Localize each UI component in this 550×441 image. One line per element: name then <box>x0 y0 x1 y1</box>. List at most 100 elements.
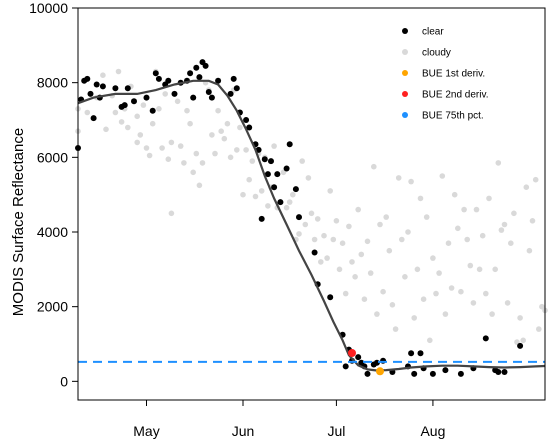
cloudy-point <box>103 126 109 133</box>
clear-point <box>268 158 274 165</box>
legend-label: BUE 1st deriv. <box>422 69 485 80</box>
cloudy-point <box>461 206 467 213</box>
cloudy-point <box>430 255 436 261</box>
legend-swatch <box>402 70 408 76</box>
x-tick-label: May <box>133 423 159 439</box>
legend: clear cloudy BUE 1st deriv. BUE 2nd deriv. B… <box>402 27 489 122</box>
cloudy-point <box>408 178 414 185</box>
clear-point <box>277 199 284 206</box>
cloudy-point <box>308 210 315 217</box>
x-tick-label: Jun <box>232 423 255 439</box>
cloudy-point <box>234 147 240 153</box>
cloudy-point <box>336 266 343 273</box>
y-axis-title: MODIS Surface Reflectance <box>10 128 27 316</box>
cloudy-point <box>134 113 140 120</box>
cloudy-points <box>75 68 548 345</box>
cloudy-point <box>536 326 542 332</box>
cloudy-point <box>414 266 421 273</box>
cloudy-point <box>156 106 162 112</box>
cloudy-point <box>476 266 483 273</box>
cloudy-point <box>299 158 306 164</box>
cloudy-point <box>417 195 424 202</box>
legend-label: cloudy <box>422 48 451 59</box>
cloudy-point <box>501 221 508 228</box>
cloudy-point <box>526 247 533 254</box>
cloudy-point <box>395 175 402 181</box>
clear-point <box>233 85 240 92</box>
cloudy-point <box>305 175 312 181</box>
x-tick-label: Jul <box>327 423 345 439</box>
plot-frame <box>77 7 546 401</box>
clear-point <box>429 370 436 377</box>
cloudy-point <box>212 150 218 157</box>
y-tick-label: 10000 <box>29 0 68 16</box>
clear-point <box>196 74 203 81</box>
cloudy-point <box>215 107 221 114</box>
clear-point <box>457 370 464 377</box>
cloudy-point <box>265 203 271 209</box>
cloudy-point <box>118 119 125 125</box>
cloudy-point <box>240 191 246 198</box>
cloudy-point <box>458 288 464 295</box>
clear-point <box>501 369 508 375</box>
legend-swatch <box>402 49 408 55</box>
cloudy-point <box>455 225 461 232</box>
clear-point <box>193 64 200 71</box>
cloudy-point <box>445 240 452 246</box>
clear-point <box>355 354 362 361</box>
clear-point <box>274 171 281 178</box>
cloudy-point <box>258 188 265 194</box>
bue-1st-deriv-marker <box>376 367 384 376</box>
clear-point <box>258 215 265 222</box>
cloudy-point <box>529 218 536 224</box>
cloudy-point <box>399 236 405 243</box>
clear-point <box>261 156 268 163</box>
cloudy-point <box>165 156 172 162</box>
y-tick-label: 6000 <box>37 149 68 165</box>
cloudy-point <box>193 150 200 157</box>
cloudy-point <box>311 236 318 243</box>
cloudy-point <box>451 191 458 198</box>
clear-point <box>93 81 100 88</box>
clear-point <box>364 370 371 377</box>
y-axis-ticks: 0 2000 4000 6000 8000 10000 <box>29 0 78 389</box>
clear-point <box>230 75 237 82</box>
clear-point <box>155 75 162 82</box>
cloudy-point <box>411 315 418 321</box>
clear-point <box>243 117 250 123</box>
clear-point <box>296 214 302 221</box>
cloudy-point <box>383 214 390 220</box>
y-tick-label: 2000 <box>37 299 68 315</box>
cloudy-point <box>327 188 334 194</box>
cloudy-point <box>84 109 91 116</box>
clear-point <box>442 367 449 374</box>
clear-point <box>215 77 222 84</box>
clear-point <box>190 94 197 101</box>
cloudy-point <box>392 326 399 332</box>
legend-label: BUE 75th pct. <box>422 111 484 122</box>
y-tick-label: 8000 <box>37 75 68 91</box>
cloudy-point <box>290 191 296 198</box>
cloudy-point <box>199 160 206 166</box>
cloudy-point <box>433 290 439 297</box>
cloudy-point <box>243 147 249 153</box>
cloudy-point <box>249 158 256 164</box>
cloudy-point <box>436 270 442 276</box>
cloudy-point <box>374 311 380 317</box>
clear-point <box>482 335 489 342</box>
cloudy-point <box>321 232 327 239</box>
cloudy-point <box>511 210 517 217</box>
clear-point <box>205 89 212 95</box>
fitted-curve <box>77 79 546 372</box>
clear-point <box>292 186 299 193</box>
clear-point <box>408 350 415 357</box>
cloudy-point <box>146 152 153 159</box>
clear-point <box>227 90 234 97</box>
cloudy-point <box>149 120 156 127</box>
cloudy-point <box>479 232 486 239</box>
cloudy-point <box>389 302 396 308</box>
legend-label: clear <box>422 27 444 38</box>
clear-point <box>286 141 293 148</box>
cloudy-point <box>271 143 277 149</box>
